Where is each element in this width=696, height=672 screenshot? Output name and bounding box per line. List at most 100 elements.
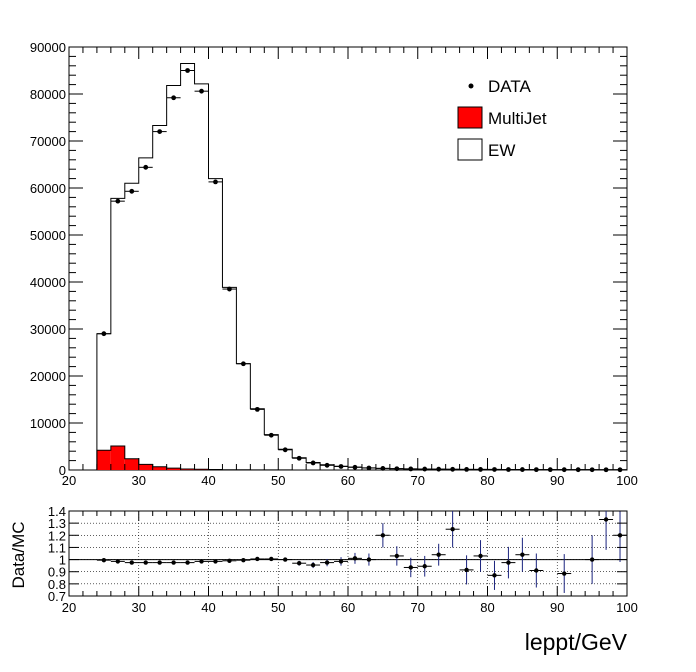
ratio-point [255,556,260,562]
x-tick-label: 20 [62,473,76,488]
y-tick-label: 90000 [30,40,66,55]
legend-ew-label: EW [488,141,515,160]
ratio-point [506,560,511,565]
y-tick-label: 40000 [30,275,66,290]
ratio-point [283,557,288,562]
main-y-axis: 0 10000 20000 30000 40000 50000 60000 70000 8000… [30,40,627,478]
multijet-bar [110,446,125,470]
ratio-point [408,565,413,570]
data-point [101,331,107,337]
data-point [213,179,218,185]
x-tick-label: 50 [271,473,285,488]
data-point [227,286,232,292]
ratio-point [422,564,427,569]
data-point [603,467,609,473]
ratio-point [450,527,455,532]
main-histogram-bars [96,62,628,471]
data-point [589,467,595,473]
legend-data-label: DATA [488,77,531,96]
y-tick-label: 50000 [30,228,66,243]
ratio-y-tick-label: 1.2 [48,528,66,543]
data-point [199,88,204,94]
ratio-point [352,556,358,561]
y-tick-label: 10000 [30,416,66,431]
data-point [282,447,288,453]
multijet-bar [152,466,167,470]
ratio-data-points [96,511,627,593]
ratio-point [589,557,595,562]
x-tick-label: 80 [480,473,494,488]
data-point [450,466,456,472]
ratio-point [520,552,525,557]
ratio-grid [68,510,628,597]
data-point [533,467,539,473]
ratio-x-tick-label: 100 [616,600,638,615]
x-tick-label: 60 [341,473,355,488]
legend-ew-swatch [457,138,483,161]
ratio-point [101,557,107,563]
ratio-x-tick-label: 30 [132,600,146,615]
data-point [268,432,274,438]
ratio-point [296,561,302,566]
ratio-y-tick-label: 1.4 [48,504,66,519]
y-tick-label: 60000 [30,181,66,196]
legend-multijet-label: MultiJet [488,109,547,128]
y-tick-label: 80000 [30,87,66,102]
legend: DATA MultiJet EW [457,77,547,161]
main-data-points [96,68,627,473]
ratio-point [492,573,497,578]
ratio-point [603,517,609,522]
data-point [254,406,260,412]
ratio-point [213,559,218,564]
x-tick-label: 90 [550,473,564,488]
ratio-point [143,560,148,565]
multijet-bar [124,458,139,470]
y-tick-label: 0 [59,463,66,478]
data-point [436,466,442,472]
ratio-point [171,560,176,565]
ratio-point [464,567,469,573]
ratio-x-tick-label: 50 [271,600,285,615]
data-point [478,467,483,472]
ratio-point [394,553,400,559]
ratio-point [227,558,232,563]
legend-multijet-swatch [457,106,483,129]
multijet-bar [166,468,181,470]
data-point [310,460,316,466]
ratio-y-tick-label: 0.7 [48,589,66,604]
ratio-y-tick-label: 1.3 [48,516,66,531]
ratio-x-tick-label: 70 [411,600,425,615]
data-point [157,129,163,135]
x-tick-label: 30 [132,473,146,488]
x-tick-label: 40 [201,473,215,488]
data-point [519,467,525,472]
data-point [171,95,177,101]
ratio-point [366,557,372,562]
ratio-point [436,552,441,557]
ratio-x-axis: 20 30 40 50 60 70 80 90 100 [62,511,638,615]
data-point [506,467,511,472]
x-tick-label: 100 [616,473,638,488]
ratio-point [241,557,246,563]
ratio-point [562,571,567,576]
y-tick-label: 30000 [30,322,66,337]
data-point [464,466,469,472]
ratio-point [478,553,483,559]
x-tick-label: 70 [411,473,425,488]
ratio-x-tick-label: 40 [201,600,215,615]
data-point [547,467,553,473]
ratio-point [380,533,386,538]
data-point [143,164,149,170]
ratio-x-tick-label: 80 [480,600,494,615]
data-point [380,466,386,471]
data-point [394,466,400,472]
data-point [296,455,302,461]
ratio-point [157,560,162,565]
ratio-point [310,562,316,568]
ratio-point [129,560,134,565]
data-point [408,466,414,472]
x-axis-label: leppt/GeV [525,629,628,655]
data-point [324,462,330,468]
ratio-y-tick-label: 0.8 [48,577,66,592]
